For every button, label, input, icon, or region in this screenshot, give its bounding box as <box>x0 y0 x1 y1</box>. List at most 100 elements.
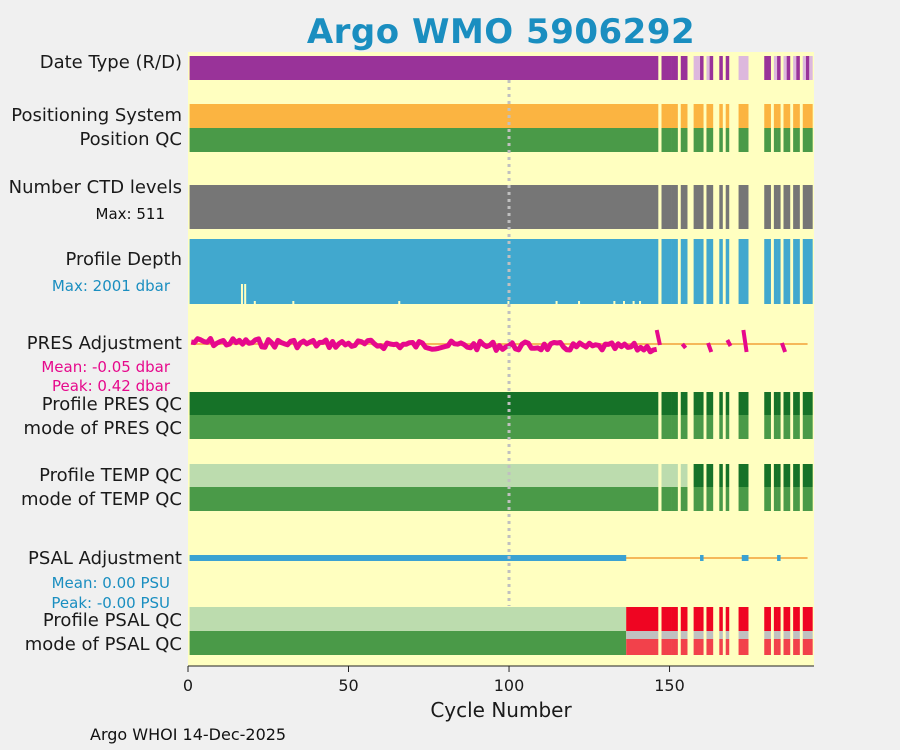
profile-pres-qc-bar <box>680 392 685 415</box>
shallow-profile-gap <box>240 284 243 304</box>
footer-credit: Argo WHOI 14-Dec-2025 <box>90 725 287 744</box>
mode-psal-qc-bad-bar <box>796 639 800 655</box>
mode-pres-qc-bar <box>802 415 807 439</box>
profile-psal-qc-bad-bar <box>802 607 807 631</box>
ctd-levels-bar <box>773 185 778 229</box>
profile-temp-qc-bar <box>767 464 771 487</box>
positioning-bar <box>719 104 723 128</box>
mode-pres-qc-bar <box>680 415 685 439</box>
ctd-levels-bar <box>744 185 749 229</box>
mode-pres-qc-bar <box>706 415 710 439</box>
profile-temp-qc-bar <box>706 464 710 487</box>
mode-pres-qc-bar <box>709 415 714 439</box>
mode-temp-qc-bar <box>664 487 669 511</box>
profile-pres-qc-bar <box>741 392 746 415</box>
date-type-bar <box>661 56 666 80</box>
profile-pres-qc-bar <box>664 392 669 415</box>
mode-pres-qc-bar <box>671 415 675 439</box>
x-tick-label: 150 <box>654 676 685 695</box>
profile-psal-qc-bad-bar <box>693 607 698 631</box>
profile-pres-qc-bar <box>671 392 675 415</box>
mode-temp-qc-bar <box>738 487 743 511</box>
profile-depth-bar <box>793 239 797 304</box>
profile-pres-qc-bar <box>783 392 788 415</box>
date-type-bar <box>700 56 704 80</box>
profile-temp-qc-bar <box>741 464 746 487</box>
mode-psal-qc-mixed-bar <box>680 631 685 639</box>
position-qc-bar <box>664 128 669 152</box>
positioning-bar <box>667 104 672 128</box>
profile-pres-qc-bar <box>802 392 807 415</box>
mode-pres-qc-bar <box>783 415 788 439</box>
shallow-profile-gap <box>622 301 625 304</box>
mode-psal-qc-bad-bar <box>783 639 788 655</box>
positioning-bar <box>671 104 675 128</box>
position-qc-bar <box>764 128 768 152</box>
mode-psal-qc-mixed-bar <box>696 631 701 639</box>
profile-depth-bar <box>802 239 807 304</box>
profile-pres-qc-bar <box>796 392 800 415</box>
mode-pres-qc-bar <box>696 415 701 439</box>
mode-temp-qc-bar <box>725 487 730 511</box>
mode-psal-qc-mixed-bar <box>693 631 698 639</box>
profile-temp-qc-bar <box>738 464 743 487</box>
mode-psal-qc-bad-bar <box>674 639 678 655</box>
mode-pres-qc-bar <box>767 415 771 439</box>
profile-pres-qc-bar <box>683 392 688 415</box>
date-type-bar <box>809 56 813 80</box>
psal-adjustment-point <box>741 555 746 561</box>
profile-depth-bar <box>805 239 810 304</box>
positioning-bar <box>738 104 743 128</box>
profile-psal-qc-bad-bar <box>741 607 746 631</box>
profile-pres-qc-bar <box>777 392 781 415</box>
profile-temp-qc-bar <box>683 464 688 487</box>
date-type-bar <box>664 56 669 80</box>
mode-pres-qc-bar <box>744 415 749 439</box>
mode-psal-qc-bad-bar <box>741 639 746 655</box>
profile-temp-qc-bar <box>667 464 672 487</box>
mode-psal-qc-mixed-bar <box>667 631 672 639</box>
position-qc-bar <box>700 128 704 152</box>
profile-pres-qc-bar <box>667 392 672 415</box>
mode-psal-qc-bad-bar <box>773 639 778 655</box>
ctd-levels-bar <box>719 185 723 229</box>
mode-pres-qc-bar <box>674 415 678 439</box>
positioning-bar <box>696 104 701 128</box>
date-type-bar <box>767 56 771 80</box>
mode-pres-qc-bar <box>764 415 768 439</box>
mode-psal-qc-mixed-bar <box>777 631 781 639</box>
psal-peak-text: Peak: -0.00 PSU <box>51 594 170 612</box>
profile-depth-bar <box>671 239 675 304</box>
profile-depth-bar <box>700 239 704 304</box>
psal-adjustment-point <box>777 555 781 561</box>
pres-adjustment-point <box>706 342 714 353</box>
mode-pres-qc-bar <box>809 415 813 439</box>
profile-psal-qc-bad-bar <box>626 607 659 631</box>
mode-pres-qc-bar <box>664 415 669 439</box>
profile-pres-qc-bar <box>661 392 666 415</box>
x-tick-label: 100 <box>494 676 525 695</box>
date-type-bar <box>741 56 746 80</box>
ctd-levels-bar <box>189 185 659 229</box>
mode-temp-qc-bar <box>805 487 810 511</box>
x-tick-label: 50 <box>338 676 358 695</box>
profile-psal-qc-bad-bar <box>700 607 704 631</box>
date-type-bar <box>696 56 701 80</box>
mode-psal-qc-bad-bar <box>725 639 730 655</box>
profile-depth-bar <box>796 239 800 304</box>
label-profile-temp-qc: Profile TEMP QC <box>39 465 182 486</box>
profile-psal-qc-bad-bar <box>773 607 778 631</box>
mode-psal-qc-mixed-bar <box>773 631 778 639</box>
mode-psal-qc-bad-bar <box>738 639 743 655</box>
mode-temp-qc-bar <box>189 487 659 511</box>
ctd-levels-bar <box>709 185 714 229</box>
profile-temp-qc-bar <box>744 464 749 487</box>
date-type-bar <box>738 56 743 80</box>
profile-psal-qc-bad-bar <box>725 607 730 631</box>
mode-pres-qc-bar <box>661 415 666 439</box>
profile-psal-qc-bad-bar <box>683 607 688 631</box>
mode-psal-qc-bad-bar <box>667 639 672 655</box>
profile-psal-qc-bad-bar <box>671 607 675 631</box>
mode-temp-qc-bar <box>709 487 714 511</box>
